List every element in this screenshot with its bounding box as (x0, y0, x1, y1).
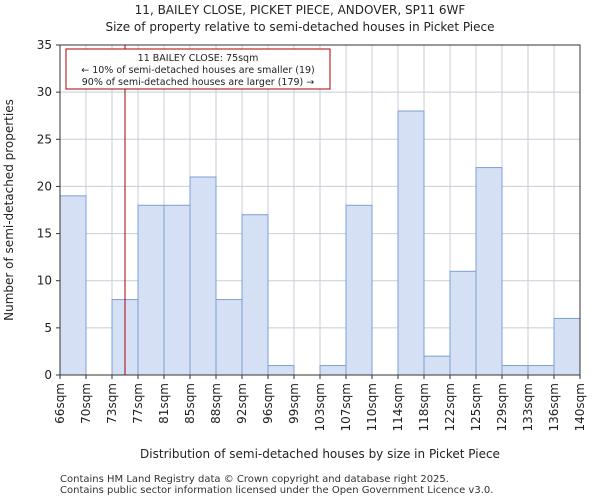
y-tick-label-30: 30 (37, 85, 52, 99)
chart-title-line2: Size of property relative to semi-detach… (105, 20, 494, 34)
y-tick-label-25: 25 (37, 132, 52, 146)
y-tick-label-20: 20 (37, 179, 52, 193)
bar-125sqm (475, 167, 503, 376)
bar-92sqm (241, 214, 269, 376)
y-axis-ticks: 0 5 10 15 20 25 30 35 (37, 38, 60, 382)
y-tick-label-10: 10 (37, 274, 52, 288)
annotation-line2: ← 10% of semi-detached houses are smalle… (81, 65, 315, 76)
bar-129sqm (501, 365, 529, 376)
x-axis-ticks: 66sqm 70sqm 73sqm 77sqm 81sqm 85sqm 88sqm 92sqm… (53, 375, 587, 431)
x-tick-label-85sqm: 85sqm (183, 383, 197, 424)
x-tick-label-81sqm: 81sqm (157, 383, 171, 424)
bar-107sqm (345, 204, 373, 376)
x-tick-label-96sqm: 96sqm (261, 383, 275, 424)
x-tick-label-92sqm: 92sqm (235, 383, 249, 424)
annotation-frame (65, 48, 331, 90)
bar-103sqm (319, 365, 347, 376)
bar-88sqm (215, 299, 243, 376)
x-tick-label-110sqm: 110sqm (365, 383, 379, 431)
y-tick-label-5: 5 (44, 321, 52, 335)
x-tick-label-77sqm: 77sqm (131, 383, 145, 424)
footer-line2: Contains public sector information licen… (60, 485, 494, 496)
x-axis-label: Distribution of semi-detached houses by … (140, 447, 500, 461)
x-tick-label-88sqm: 88sqm (209, 383, 223, 424)
x-tick-label-125sqm: 125sqm (469, 383, 483, 431)
chart-title-line1: 11, BAILEY CLOSE, PICKET PIECE, ANDOVER,… (135, 3, 466, 17)
x-tick-label-133sqm: 133sqm (521, 383, 535, 431)
y-tick-label-15: 15 (37, 227, 52, 241)
bar-114sqm (397, 110, 425, 376)
x-tick-label-140sqm: 140sqm (573, 383, 587, 431)
x-tick-label-114sqm: 114sqm (391, 383, 405, 431)
x-tick-label-99sqm: 99sqm (287, 383, 301, 424)
annotation-box: 11 BAILEY CLOSE: 75sqm ← 10% of semi-det… (65, 48, 331, 90)
y-tick-label-0: 0 (44, 368, 52, 382)
x-tick-label-103sqm: 103sqm (313, 383, 327, 431)
x-tick-label-73sqm: 73sqm (105, 383, 119, 424)
y-axis-label: Number of semi-detached properties (2, 99, 16, 321)
x-tick-label-136sqm: 136sqm (547, 383, 561, 431)
x-tick-label-129sqm: 129sqm (495, 383, 509, 431)
bar-118sqm (423, 355, 451, 376)
bar-77sqm (137, 204, 165, 376)
x-tick-label-66sqm: 66sqm (53, 383, 67, 424)
annotation-line1: 11 BAILEY CLOSE: 75sqm (138, 53, 259, 64)
bars (59, 110, 581, 376)
x-tick-label-107sqm: 107sqm (339, 383, 353, 431)
bar-136sqm (553, 317, 581, 376)
bar-133sqm (527, 365, 555, 376)
bar-96sqm (267, 365, 295, 376)
bar-66sqm (59, 195, 87, 376)
bar-122sqm (449, 270, 477, 376)
bar-81sqm (163, 204, 191, 376)
footer-line1: Contains HM Land Registry data © Crown c… (60, 474, 449, 485)
histogram-chart: 11, BAILEY CLOSE, PICKET PIECE, ANDOVER,… (2, 3, 587, 461)
y-tick-label-35: 35 (37, 38, 52, 52)
x-tick-label-70sqm: 70sqm (79, 383, 93, 424)
x-tick-label-118sqm: 118sqm (417, 383, 431, 431)
bar-85sqm (189, 176, 217, 376)
x-tick-label-122sqm: 122sqm (443, 383, 457, 431)
annotation-line3: 90% of semi-detached houses are larger (… (82, 77, 315, 88)
footer: Contains HM Land Registry data © Crown c… (60, 474, 493, 496)
